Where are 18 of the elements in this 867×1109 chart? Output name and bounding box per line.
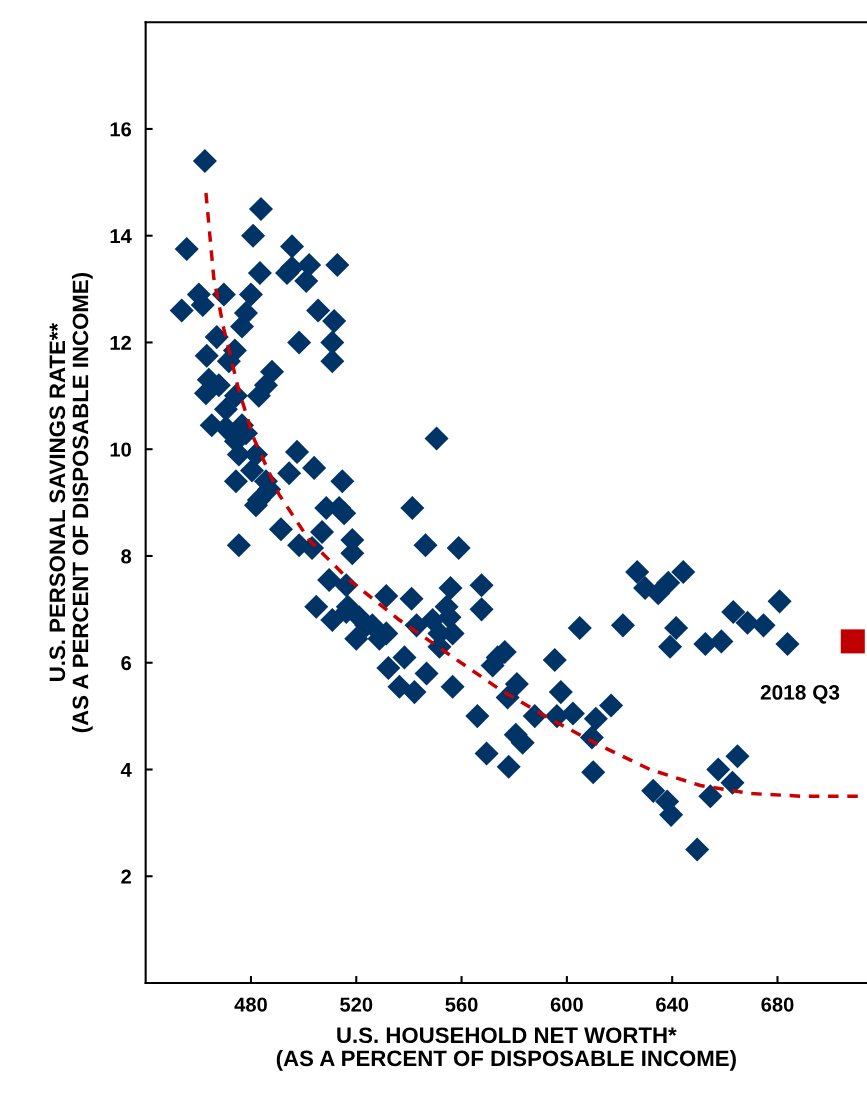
y-tick-label: 8 — [121, 549, 132, 564]
line-series — [204, 191, 860, 798]
x-tick-label: 480 — [234, 997, 267, 1012]
x-tick-label: 640 — [656, 997, 689, 1012]
y-axis-title: U.S. PERSONAL SAVINGS RATE** (AS A PERCENT OF DISPOSABLE INCOME) — [49, 273, 93, 733]
y-tick-label: 6 — [121, 655, 132, 671]
y-tick-label: 16 — [110, 122, 132, 137]
y-tick-label: 14 — [110, 229, 132, 243]
x-tick-label: 680 — [761, 997, 794, 1012]
x-axis-title: U.S. HOUSEHOLD NET WORTH* (AS A PERCENT OF DISPOSABLE INCOME) — [276, 1027, 736, 1071]
series-label: 2018 Q3 — [760, 685, 840, 704]
x-tick-label: 560 — [445, 997, 478, 1012]
x-tick-label: 600 — [550, 997, 583, 1012]
y-tick-label: 4 — [120, 762, 132, 777]
y-tick-label: 12 — [110, 335, 131, 350]
y-tick-label: 2 — [121, 869, 131, 884]
x-tick-label: 520 — [340, 997, 373, 1012]
y-tick-label: 10 — [110, 442, 131, 457]
